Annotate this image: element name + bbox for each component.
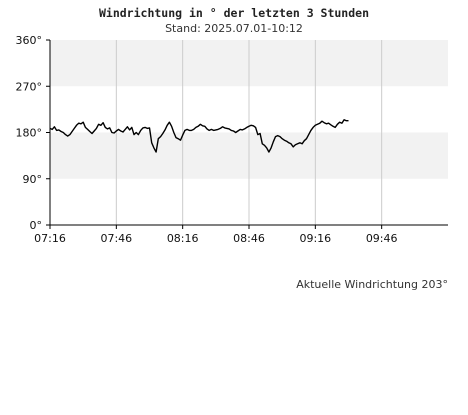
wind-direction-line <box>49 118 349 153</box>
x-tick-label: 07:46 <box>100 232 132 245</box>
x-tick-label: 09:46 <box>366 232 398 245</box>
y-tick-label: 270° <box>16 80 43 93</box>
x-tick-label: 08:16 <box>167 232 199 245</box>
x-tick-label: 07:16 <box>34 232 66 245</box>
y-tick-label: 180° <box>16 127 43 140</box>
y-tick-label: 0° <box>30 219 43 232</box>
chart-subtitle: Stand: 2025.07.01-10:12 <box>165 22 303 35</box>
y-tick-label: 360° <box>16 34 43 47</box>
x-tick-label: 09:16 <box>299 232 331 245</box>
y-tick-label: 90° <box>23 173 43 186</box>
x-tick-label: 08:46 <box>233 232 265 245</box>
current-wind-direction: Aktuelle Windrichtung 203° <box>296 278 448 291</box>
chart-title: Windrichtung in ° der letzten 3 Stunden <box>98 6 370 20</box>
